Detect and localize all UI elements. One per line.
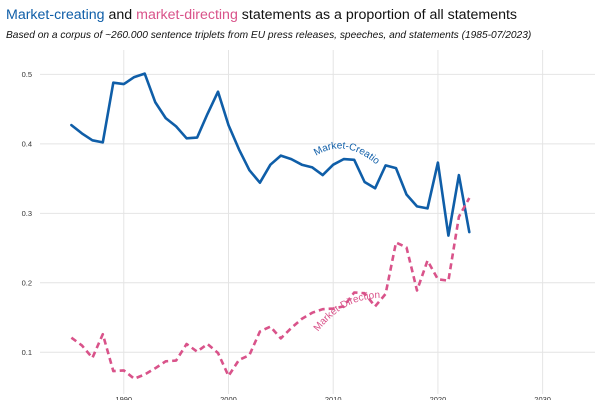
title-market-directing: market-directing (136, 7, 238, 23)
x-tick-label: 2030 (534, 395, 551, 400)
chart-title: Market-creating and market-directing sta… (6, 7, 517, 23)
x-tick-label: 1990 (115, 395, 132, 400)
y-tick-label: 0.1 (22, 348, 32, 357)
x-tick-label: 2000 (220, 395, 237, 400)
x-tick-label: 2010 (325, 395, 342, 400)
title-rest: statements as a proportion of all statem… (237, 7, 518, 23)
market-direction-label-text: Market-Direction (312, 290, 380, 334)
y-tick-label: 0.4 (22, 139, 32, 148)
title-market-creating: Market-creating (6, 7, 105, 23)
y-tick-label: 0.3 (22, 209, 32, 218)
market-creation-series-line (70, 72, 471, 237)
market-creation-label-text: Market-Creation (0, 0, 382, 167)
title-and: and (104, 7, 137, 23)
market-direction-series-line (70, 197, 471, 381)
market-direction-series-label: Market-Direction (312, 290, 380, 334)
chart-subtitle: Based on a corpus of ~260.000 sentence t… (6, 30, 532, 41)
y-tick-label: 0.2 (22, 278, 32, 287)
x-tick-label: 2020 (430, 395, 447, 400)
market-creation-series-label: Market-Creation (0, 0, 382, 167)
y-tick-label: 0.5 (22, 70, 32, 79)
